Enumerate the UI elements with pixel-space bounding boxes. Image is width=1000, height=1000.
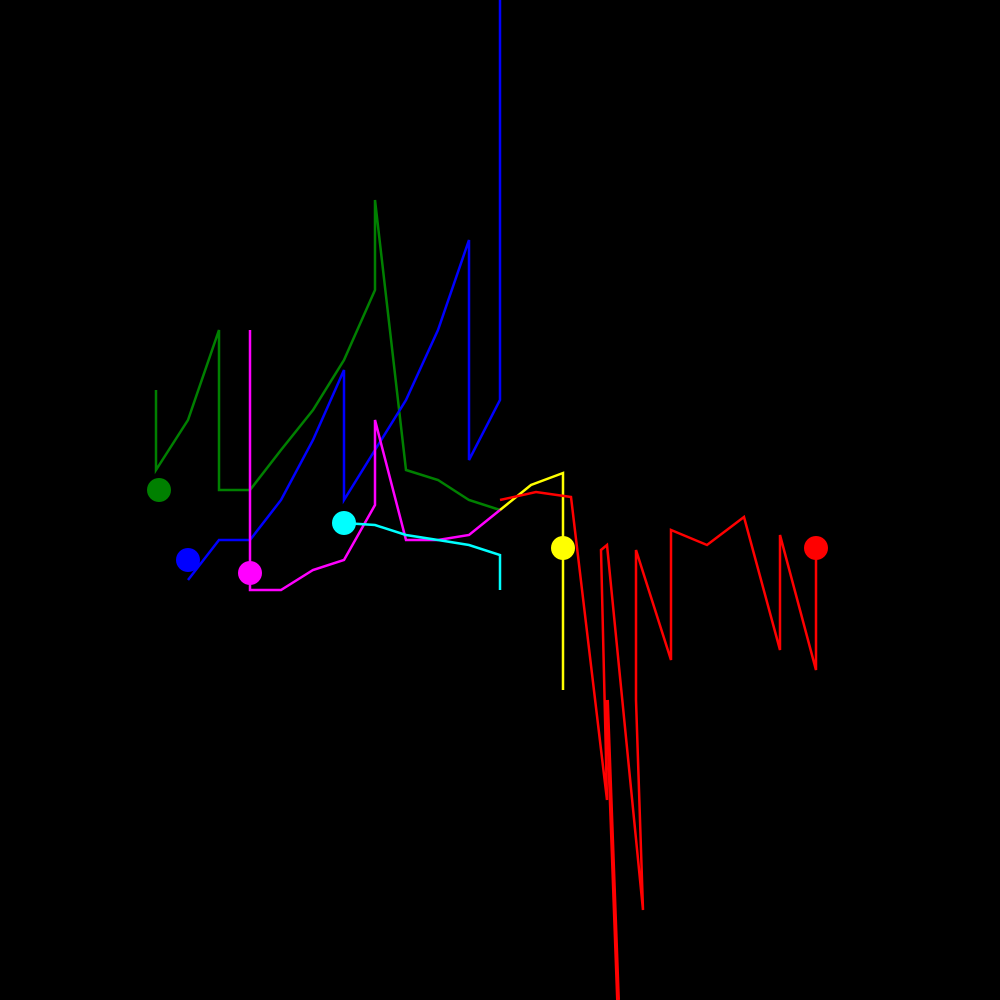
- series-marker-5: [551, 536, 575, 560]
- series-marker-3: [238, 561, 262, 585]
- series-line-3: [248, 330, 501, 592]
- series-marker-4: [332, 511, 356, 535]
- series-line-2: [187, 0, 502, 581]
- series-marker-2: [176, 548, 200, 572]
- series-layer: [154, 0, 818, 1000]
- marker-layer: [147, 478, 828, 585]
- series-marker-6: [804, 536, 828, 560]
- series-line-6: [499, 490, 818, 911]
- series-marker-1: [147, 478, 171, 502]
- series-line-1: [154, 199, 501, 512]
- series-line-7: [605, 699, 620, 1000]
- series-line-4: [343, 521, 502, 590]
